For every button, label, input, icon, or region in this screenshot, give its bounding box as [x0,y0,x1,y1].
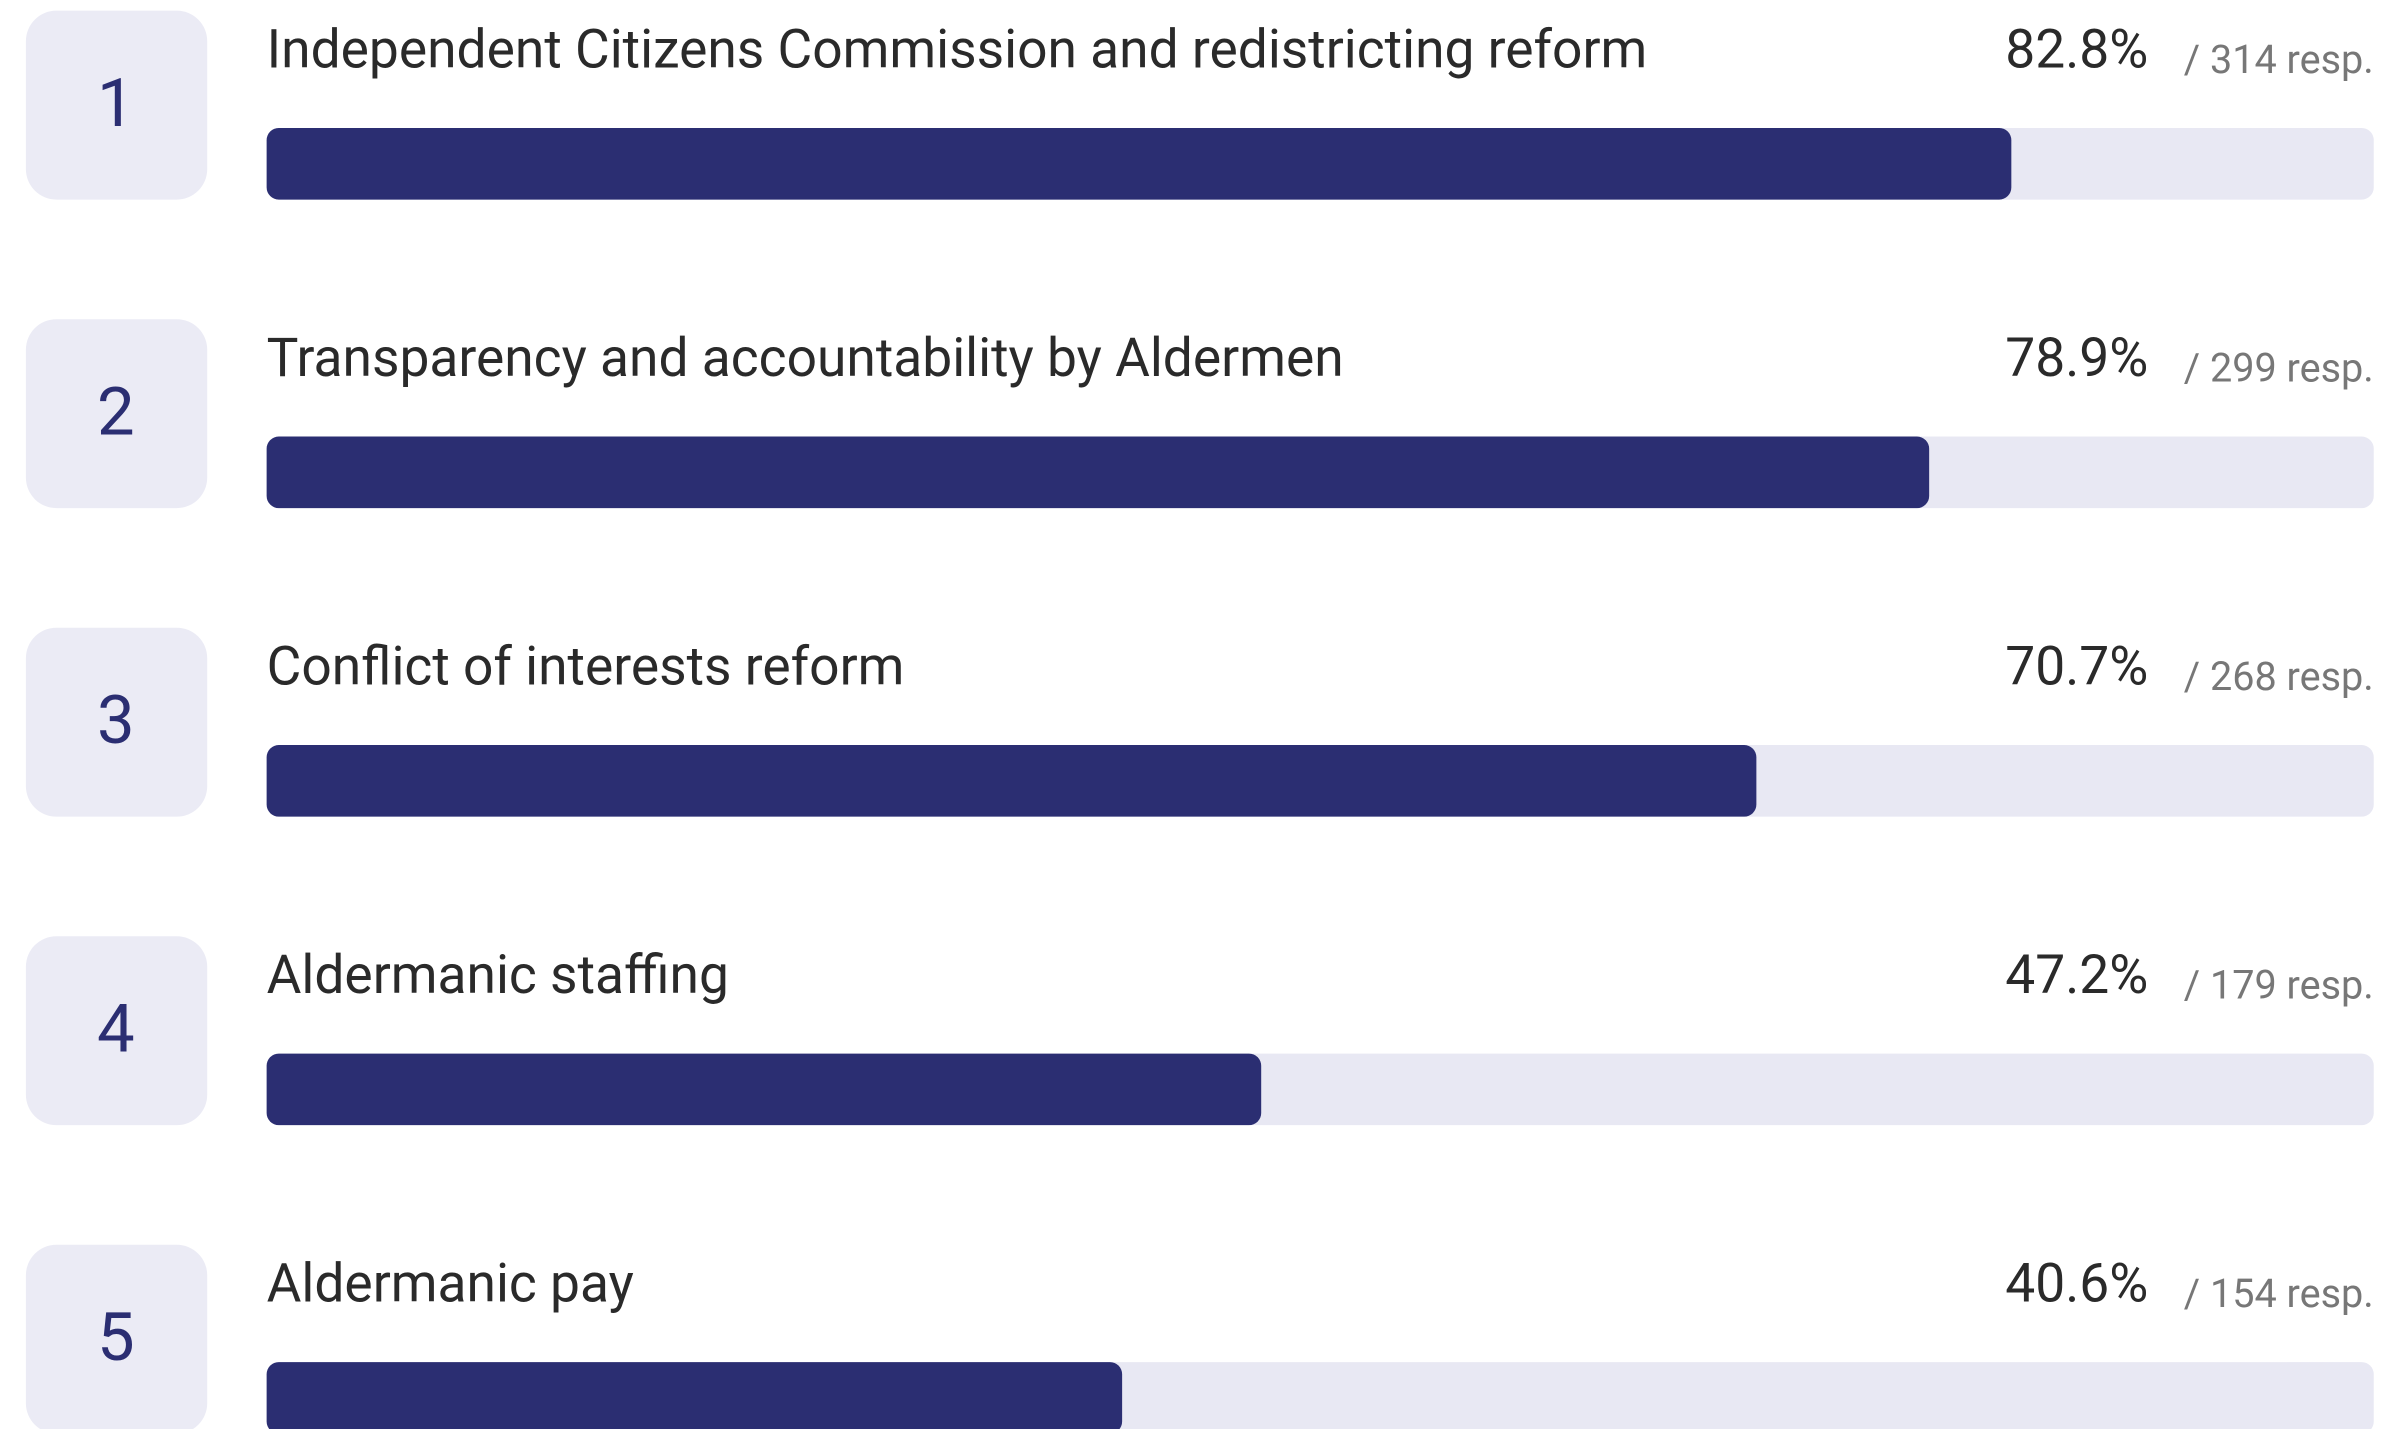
percent-label: 40.6% [2005,1254,2148,1316]
option-label: Independent Citizens Commission and redi… [267,19,1648,81]
option-label: Conflict of interests reform [267,636,905,698]
rank-box [25,10,208,200]
response-label: / 268 resp. [2184,653,2374,700]
percent-label: 78.9% [2005,328,2148,390]
response-label: / 179 resp. [2184,962,2374,1009]
option-label: Aldermanic pay [267,1254,634,1316]
rank-box [25,627,208,817]
bar [266,436,1930,509]
response-label: / 314 resp. [2184,36,2374,83]
bar [266,127,2012,200]
percent-label: 70.7% [2005,636,2148,698]
bar [266,745,1757,817]
response-label: / 154 resp. [2184,1270,2374,1317]
bar [266,1053,1262,1126]
percent-label: 47.2% [2005,945,2148,1007]
rank-box [25,936,208,1126]
rank-number: 1 [97,65,135,143]
rank-number: 5 [97,1299,135,1377]
rank-box [25,319,208,509]
rank-box [25,1244,208,1429]
rank-number: 4 [97,990,135,1068]
option-label: Transparency and accountability by Alder… [267,328,1344,390]
rank-number: 3 [97,682,135,760]
rank-number: 2 [97,373,135,451]
option-label: Aldermanic staffing [267,945,729,1007]
percent-label: 82.8% [2005,19,2148,81]
bar [266,1362,1123,1429]
response-label: / 299 resp. [2184,344,2374,391]
